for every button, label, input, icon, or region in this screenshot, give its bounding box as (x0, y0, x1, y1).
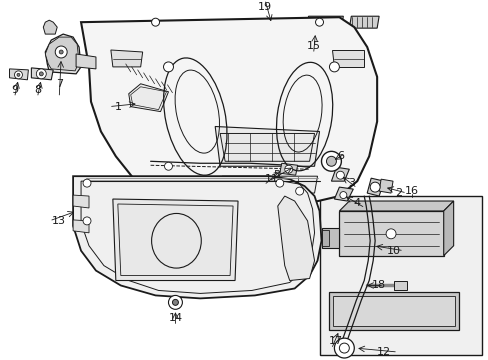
Circle shape (334, 338, 354, 358)
Circle shape (295, 187, 303, 195)
Polygon shape (339, 201, 453, 211)
Text: 3: 3 (347, 178, 354, 188)
Text: 11: 11 (264, 174, 278, 184)
Text: 14: 14 (168, 313, 182, 323)
Polygon shape (305, 16, 343, 32)
Polygon shape (73, 195, 89, 208)
Text: 10: 10 (386, 246, 400, 256)
Polygon shape (277, 196, 314, 280)
Polygon shape (9, 69, 28, 80)
Text: 13: 13 (52, 216, 66, 226)
Circle shape (275, 179, 283, 187)
Polygon shape (128, 84, 168, 112)
Polygon shape (393, 280, 406, 291)
Text: 17: 17 (327, 336, 342, 346)
Circle shape (330, 162, 338, 170)
Text: 15: 15 (306, 41, 320, 51)
Circle shape (164, 162, 172, 170)
Circle shape (172, 300, 178, 305)
Circle shape (151, 18, 159, 26)
Polygon shape (222, 176, 317, 193)
Polygon shape (366, 178, 383, 196)
Text: 2: 2 (395, 188, 402, 198)
Text: 16: 16 (404, 186, 418, 196)
Circle shape (17, 73, 20, 76)
Polygon shape (332, 50, 364, 67)
Polygon shape (215, 126, 319, 166)
Polygon shape (45, 34, 81, 74)
Polygon shape (321, 230, 329, 246)
Text: 9: 9 (11, 85, 18, 95)
Circle shape (321, 151, 341, 171)
Text: 12: 12 (376, 347, 390, 357)
Polygon shape (73, 176, 321, 298)
Polygon shape (333, 296, 454, 326)
Polygon shape (113, 199, 238, 280)
Polygon shape (319, 196, 482, 355)
Text: 6: 6 (336, 151, 343, 161)
Text: 8: 8 (34, 85, 41, 95)
Circle shape (386, 229, 395, 239)
Circle shape (55, 46, 67, 58)
Circle shape (83, 217, 91, 225)
Polygon shape (81, 17, 376, 206)
Circle shape (15, 71, 22, 79)
Polygon shape (89, 24, 348, 35)
Polygon shape (73, 220, 89, 233)
Circle shape (36, 69, 46, 79)
Text: 4: 4 (353, 198, 360, 208)
Circle shape (39, 72, 43, 76)
Circle shape (83, 179, 91, 187)
Polygon shape (348, 16, 378, 28)
Polygon shape (220, 134, 314, 161)
Text: 5: 5 (273, 170, 280, 180)
Circle shape (329, 62, 339, 72)
Polygon shape (331, 167, 348, 181)
Circle shape (369, 182, 379, 192)
Polygon shape (339, 211, 443, 256)
Polygon shape (31, 68, 53, 80)
Circle shape (315, 18, 323, 26)
Polygon shape (329, 292, 458, 330)
Circle shape (339, 343, 348, 353)
Polygon shape (279, 163, 297, 175)
Polygon shape (45, 37, 79, 71)
Circle shape (339, 192, 346, 199)
Circle shape (59, 50, 63, 54)
Text: 18: 18 (371, 280, 386, 291)
Circle shape (336, 171, 344, 179)
Circle shape (163, 62, 173, 72)
Polygon shape (443, 201, 453, 256)
Text: 7: 7 (56, 79, 62, 89)
Circle shape (284, 165, 292, 173)
Polygon shape (111, 50, 142, 67)
Polygon shape (378, 179, 392, 193)
Polygon shape (334, 187, 352, 201)
Text: 1: 1 (115, 102, 122, 112)
Polygon shape (321, 228, 339, 248)
Text: 19: 19 (257, 2, 271, 12)
Circle shape (326, 156, 336, 166)
Circle shape (168, 296, 182, 309)
Polygon shape (43, 20, 57, 34)
Polygon shape (76, 54, 96, 69)
